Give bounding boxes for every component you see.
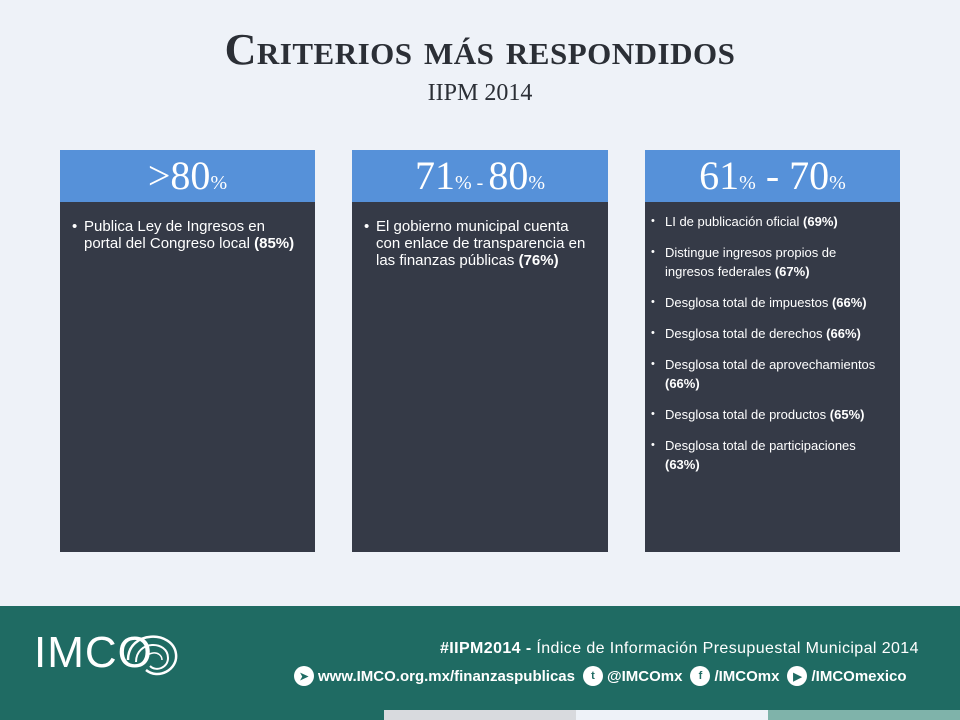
twitter-link[interactable]: t @IMCOmx [583, 666, 682, 686]
footer-stripe [576, 710, 768, 720]
criteria-item: Distingue ingresos propios de ingresos f… [645, 243, 886, 281]
criteria-value: (63%) [665, 457, 700, 472]
criteria-value: (85%) [254, 235, 295, 252]
footer-stripes [0, 710, 960, 720]
criteria-list: El gobierno municipal cuenta con enlace … [352, 202, 608, 269]
range-start: 61 [699, 153, 740, 198]
footer-stripe [384, 710, 576, 720]
criteria-item: LI de publicación oficial (69%) [645, 212, 886, 231]
facebook-link[interactable]: f/IMCOmx [690, 666, 779, 686]
youtube-link[interactable]: ▶/IMCOmexico [787, 666, 907, 686]
imco-logo: IMCO [34, 628, 153, 677]
range-card-over-80: >80% Publica Ley de Ingresos en portal d… [60, 150, 315, 552]
card-heading: 61% - 70% [645, 150, 900, 202]
criteria-value: (66%) [831, 295, 867, 310]
percent-sign: % [210, 172, 228, 194]
logo-swirl-icon [126, 635, 178, 676]
twitter-icon: t [583, 666, 603, 686]
criteria-item: Desglosa total de productos (65%) [645, 405, 886, 424]
criteria-item: El gobierno municipal cuenta con enlace … [352, 218, 608, 269]
criteria-item: Desglosa total de derechos (66%) [645, 324, 886, 343]
footer-links: ➤ www.IMCO.org.mx/finanzaspublicas t @IMCO… [294, 666, 907, 686]
percent-sign: % [829, 172, 846, 194]
card-heading: 71% - 80% [352, 150, 608, 202]
footer-stripe [192, 710, 384, 720]
footer-stripe [768, 710, 960, 720]
criteria-list: Publica Ley de Ingresos en portal del Co… [60, 202, 315, 252]
percent-sign: % [454, 172, 472, 194]
facebook-icon: f [690, 666, 711, 686]
range-start: >80 [147, 153, 211, 198]
footer-stripe [0, 710, 192, 720]
range-card-61-70: 61% - 70% LI de publicación oficial (69%… [645, 150, 900, 552]
criteria-value: (76%) [518, 252, 559, 269]
percent-sign: % [528, 172, 545, 194]
criteria-item: Desglosa total de participaciones (63%) [645, 436, 886, 474]
range-card-71-80: 71% - 80% El gobierno municipal cuenta c… [352, 150, 608, 552]
range-end: 80 [488, 153, 529, 198]
footer-banner [0, 606, 960, 710]
criteria-value: (67%) [774, 264, 810, 279]
percent-sign: % [739, 172, 756, 194]
slide-title: Criterios más respondidos [224, 25, 736, 74]
range-end: 70 [789, 153, 830, 198]
criteria-value: (66%) [826, 326, 861, 341]
range-separator: - [471, 172, 489, 194]
criteria-item: Desglosa total de aprovechamientos (66%) [645, 355, 886, 393]
card-heading: >80% [60, 150, 315, 202]
slide-subtitle: IIPM 2014 [427, 80, 533, 106]
criteria-value: (65%) [829, 407, 865, 422]
range-start: 71 [414, 153, 455, 198]
youtube-icon: ▶ [787, 666, 808, 686]
criteria-value: (69%) [803, 214, 838, 229]
telegram-icon: ➤ [294, 666, 314, 686]
criteria-list: LI de publicación oficial (69%) Distingu… [645, 202, 900, 474]
criteria-item: Publica Ley de Ingresos en portal del Co… [60, 218, 315, 252]
range-separator: - [755, 153, 790, 198]
criteria-item: Desglosa total de impuestos (66%) [645, 293, 886, 312]
criteria-value: (66%) [665, 376, 700, 391]
website-link[interactable]: ➤ www.IMCO.org.mx/finanzaspublicas [294, 666, 575, 686]
footer-tagline: #IIPM2014 - Índice de Información Presup… [440, 640, 919, 657]
